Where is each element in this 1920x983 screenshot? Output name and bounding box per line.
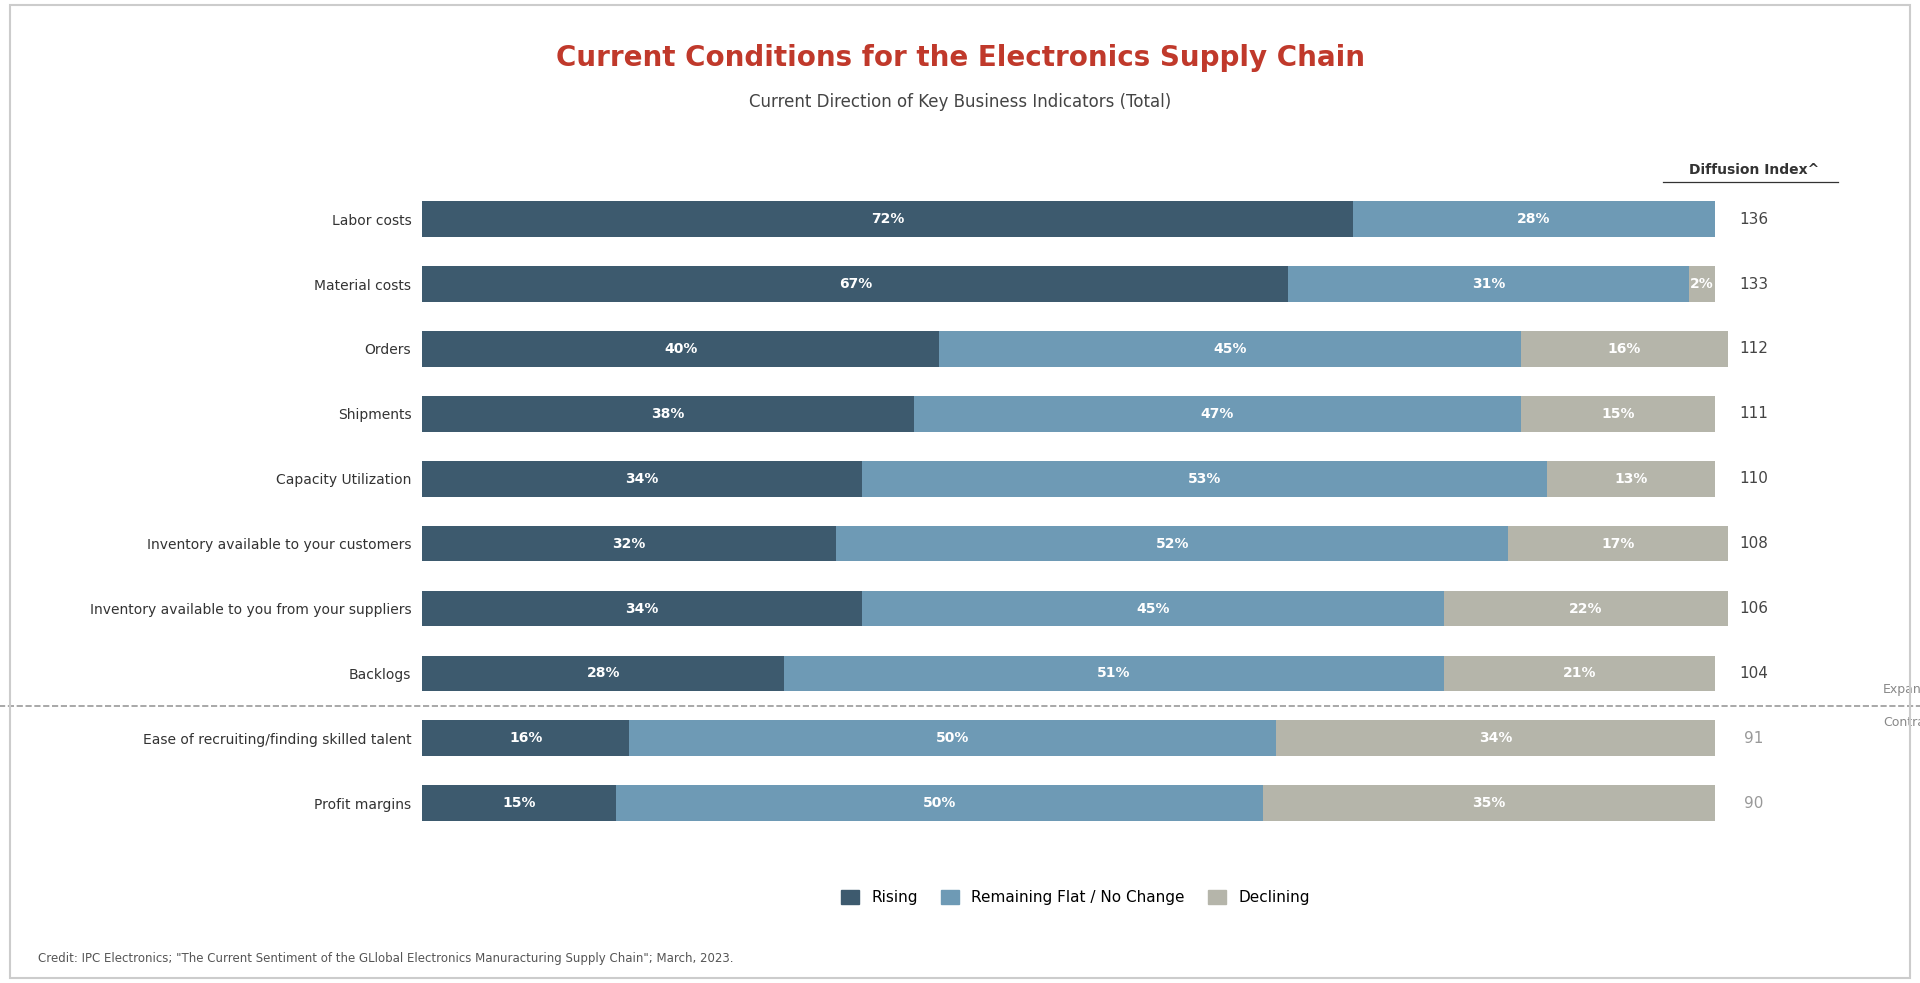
Text: 90: 90 bbox=[1743, 795, 1764, 811]
Text: 133: 133 bbox=[1740, 276, 1768, 292]
Bar bbox=[1263, 785, 1715, 821]
Bar bbox=[939, 331, 1521, 367]
Bar bbox=[422, 785, 616, 821]
Text: 28%: 28% bbox=[1517, 212, 1551, 226]
Text: 91: 91 bbox=[1743, 730, 1764, 746]
Bar bbox=[1288, 266, 1690, 302]
Text: Diffusion Index^: Diffusion Index^ bbox=[1690, 163, 1818, 178]
Text: 106: 106 bbox=[1740, 601, 1768, 616]
Bar bbox=[422, 202, 1354, 237]
Text: 51%: 51% bbox=[1096, 666, 1131, 680]
Text: 34%: 34% bbox=[626, 602, 659, 615]
Text: Current Conditions for the Electronics Supply Chain: Current Conditions for the Electronics S… bbox=[555, 44, 1365, 72]
Bar bbox=[1690, 266, 1715, 302]
Text: 111: 111 bbox=[1740, 406, 1768, 422]
Bar bbox=[1275, 721, 1715, 756]
Text: 50%: 50% bbox=[935, 731, 970, 745]
Bar bbox=[785, 656, 1444, 691]
Text: 110: 110 bbox=[1740, 471, 1768, 487]
Bar bbox=[422, 396, 914, 432]
Bar bbox=[862, 461, 1548, 496]
Bar bbox=[616, 785, 1263, 821]
Bar bbox=[1444, 591, 1728, 626]
Text: Credit: IPC Electronics; "The Current Sentiment of the GLlobal Electronics Manur: Credit: IPC Electronics; "The Current Se… bbox=[38, 953, 733, 965]
Text: 28%: 28% bbox=[588, 666, 620, 680]
Bar bbox=[862, 591, 1444, 626]
Text: 52%: 52% bbox=[1156, 537, 1188, 550]
Legend: Rising, Remaining Flat / No Change, Declining: Rising, Remaining Flat / No Change, Decl… bbox=[835, 884, 1315, 911]
Text: 34%: 34% bbox=[1478, 731, 1513, 745]
Text: 32%: 32% bbox=[612, 537, 645, 550]
Bar bbox=[835, 526, 1509, 561]
Text: Expanding: Expanding bbox=[1884, 683, 1920, 696]
Text: 16%: 16% bbox=[1607, 342, 1642, 356]
Text: 22%: 22% bbox=[1569, 602, 1603, 615]
Text: 136: 136 bbox=[1740, 211, 1768, 227]
Text: 67%: 67% bbox=[839, 277, 872, 291]
Text: 45%: 45% bbox=[1137, 602, 1169, 615]
Text: 17%: 17% bbox=[1601, 537, 1634, 550]
Text: Seven in ten (72%)
electronics manufacturers
are currently experiencing
rising l: Seven in ten (72%) electronics manufactu… bbox=[48, 193, 232, 415]
Bar bbox=[422, 331, 939, 367]
Bar bbox=[422, 656, 785, 691]
Text: 72%: 72% bbox=[872, 212, 904, 226]
Bar bbox=[422, 266, 1288, 302]
Text: 50%: 50% bbox=[924, 796, 956, 810]
Bar bbox=[422, 721, 630, 756]
Text: 53%: 53% bbox=[1188, 472, 1221, 486]
Bar bbox=[1444, 656, 1715, 691]
Text: 40%: 40% bbox=[664, 342, 697, 356]
Text: 35%: 35% bbox=[1473, 796, 1505, 810]
Text: 34%: 34% bbox=[626, 472, 659, 486]
Bar bbox=[1521, 396, 1715, 432]
Text: 47%: 47% bbox=[1200, 407, 1235, 421]
Text: 15%: 15% bbox=[1601, 407, 1634, 421]
Bar bbox=[914, 396, 1521, 432]
Text: Contracting: Contracting bbox=[1884, 716, 1920, 728]
Text: 38%: 38% bbox=[651, 407, 685, 421]
Bar bbox=[422, 461, 862, 496]
Text: Current Direction of Key Business Indicators (Total): Current Direction of Key Business Indica… bbox=[749, 93, 1171, 111]
Text: 13%: 13% bbox=[1615, 472, 1647, 486]
Text: 16%: 16% bbox=[509, 731, 543, 745]
Text: 21%: 21% bbox=[1563, 666, 1596, 680]
Bar bbox=[1354, 202, 1715, 237]
Bar bbox=[630, 721, 1275, 756]
Text: 15%: 15% bbox=[503, 796, 536, 810]
Bar bbox=[1509, 526, 1728, 561]
Text: 112: 112 bbox=[1740, 341, 1768, 357]
Bar bbox=[422, 591, 862, 626]
Text: 104: 104 bbox=[1740, 665, 1768, 681]
Bar bbox=[1548, 461, 1715, 496]
Bar bbox=[422, 526, 835, 561]
Bar bbox=[1521, 331, 1728, 367]
Text: 108: 108 bbox=[1740, 536, 1768, 551]
Text: 45%: 45% bbox=[1213, 342, 1248, 356]
Text: 31%: 31% bbox=[1473, 277, 1505, 291]
Text: 2%: 2% bbox=[1690, 277, 1715, 291]
